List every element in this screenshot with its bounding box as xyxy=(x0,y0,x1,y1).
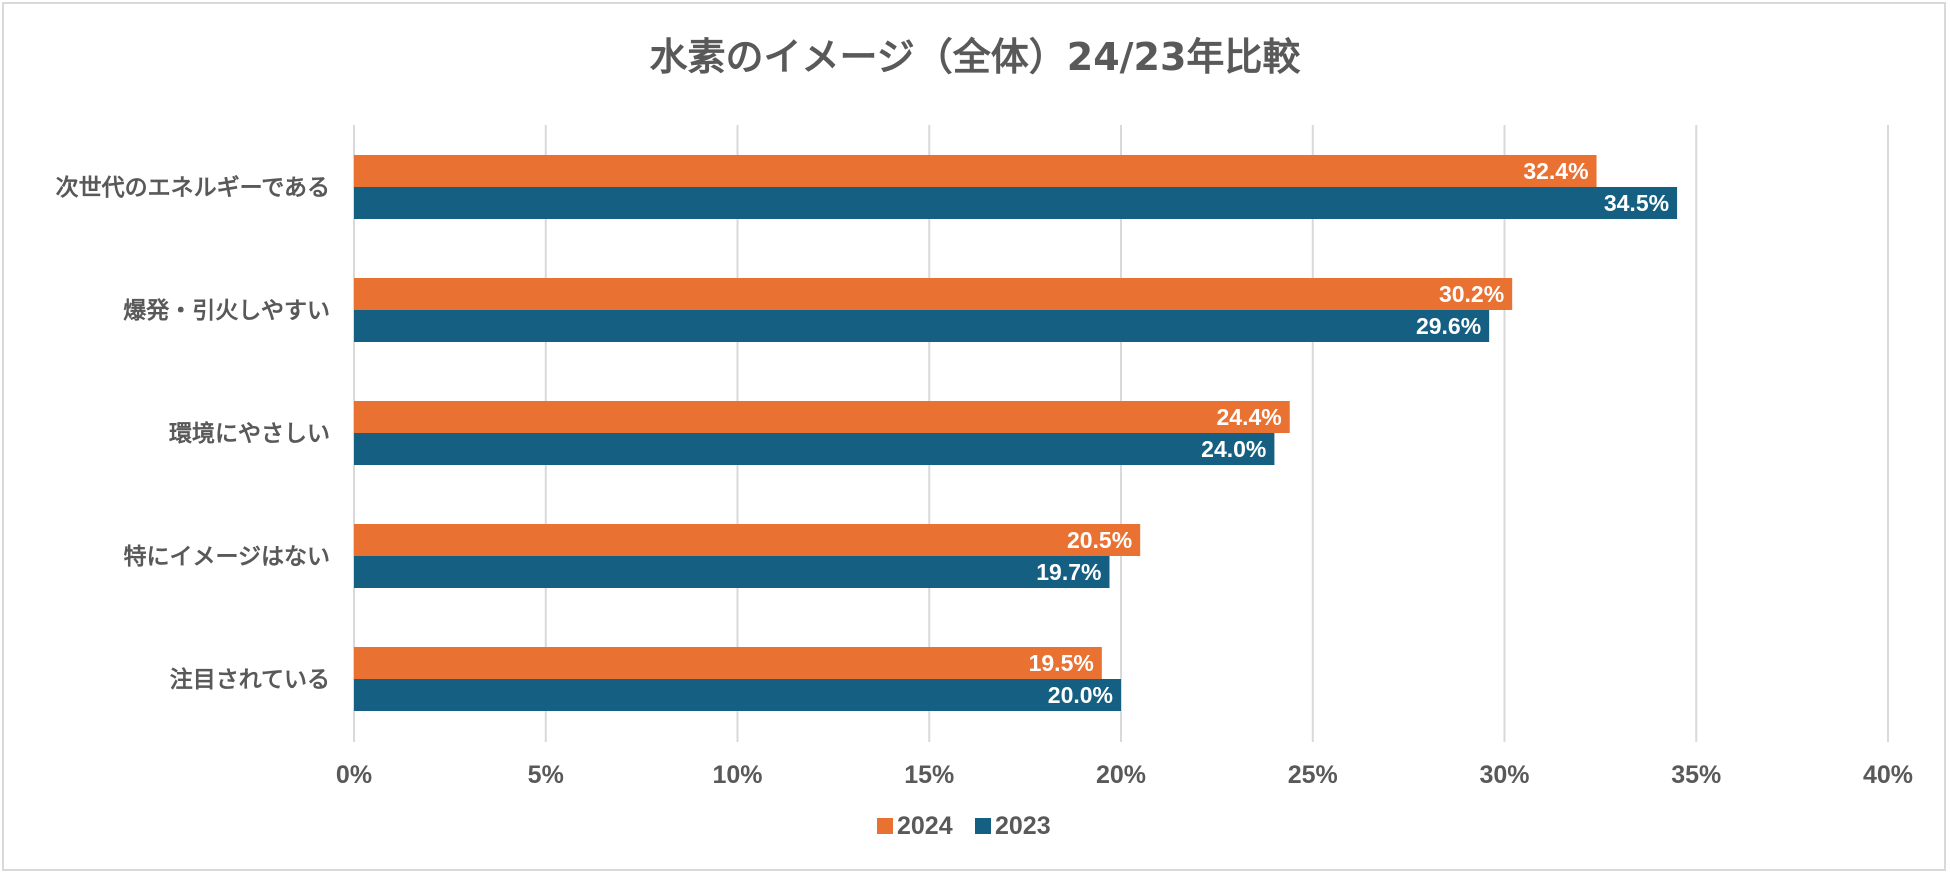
legend-label-2024: 2024 xyxy=(897,812,953,840)
x-tick-label: 15% xyxy=(904,761,954,789)
legend-swatch-2023 xyxy=(975,818,991,834)
legend: 2024 2023 xyxy=(877,812,1051,840)
bar-2023-4 xyxy=(354,556,1110,588)
category-label: 注目されている xyxy=(170,666,330,693)
bar-2023-5 xyxy=(354,679,1121,711)
data-label-2023-1: 34.5% xyxy=(1604,190,1669,216)
bar-2024-4 xyxy=(354,524,1141,556)
bar-2024-1 xyxy=(354,155,1597,187)
bar-2024-3 xyxy=(354,401,1290,433)
bar-2024-2 xyxy=(354,278,1513,310)
x-tick-label: 40% xyxy=(1863,761,1913,789)
legend-swatch-2024 xyxy=(877,818,893,834)
chart-title: 水素のイメージ（全体）24/23年比較 xyxy=(650,35,1302,79)
category-labels: 次世代のエネルギーである爆発・引火しやすい環境にやさしい特にイメージはない注目さ… xyxy=(56,174,330,693)
x-tick-label: 35% xyxy=(1671,761,1721,789)
bars: 32.4% 34.5% 30.2% 29.6% 24.4% 24.0% 20.5% 19.7%… xyxy=(354,155,1678,711)
x-axis-tick-labels: 0% 5% 10% 15% 20% 25% 30% 35% 40% xyxy=(336,761,1913,789)
data-label-2024-3: 24.4% xyxy=(1217,404,1282,430)
category-label: 爆発・引火しやすい xyxy=(123,298,330,324)
data-label-2023-2: 29.6% xyxy=(1416,313,1481,339)
bar-2024-5 xyxy=(354,647,1102,679)
x-tick-label: 30% xyxy=(1479,761,1529,789)
category-label: 特にイメージはない xyxy=(123,544,330,570)
data-label-2024-1: 32.4% xyxy=(1523,158,1588,184)
bar-2023-1 xyxy=(354,187,1678,219)
category-label: 次世代のエネルギーである xyxy=(56,174,330,201)
data-label-2023-5: 20.0% xyxy=(1048,682,1113,708)
legend-label-2023: 2023 xyxy=(995,812,1051,840)
x-tick-label: 25% xyxy=(1288,761,1338,789)
x-tick-label: 10% xyxy=(712,761,762,789)
x-tick-label: 0% xyxy=(336,761,372,789)
gridlines xyxy=(353,125,1889,742)
bar-2023-2 xyxy=(354,310,1490,342)
data-label-2024-5: 19.5% xyxy=(1029,650,1094,676)
x-tick-label: 5% xyxy=(528,761,564,789)
x-tick-label: 20% xyxy=(1096,761,1146,789)
bar-2023-3 xyxy=(354,433,1275,465)
category-label: 環境にやさしい xyxy=(169,420,330,447)
data-label-2024-4: 20.5% xyxy=(1067,527,1132,553)
data-label-2024-2: 30.2% xyxy=(1439,281,1504,307)
data-label-2023-3: 24.0% xyxy=(1201,436,1266,462)
data-label-2023-4: 19.7% xyxy=(1036,559,1101,585)
